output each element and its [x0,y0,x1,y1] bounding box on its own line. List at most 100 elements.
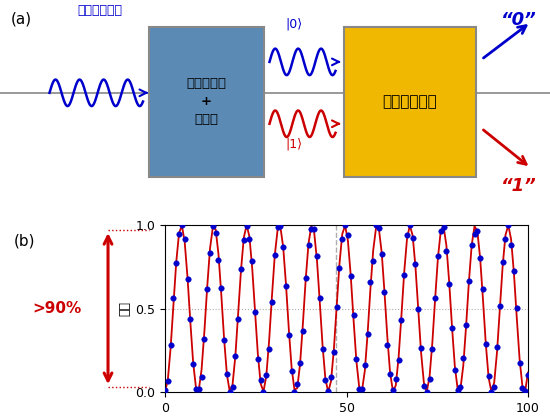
Point [436,228,445,234]
Point [256,377,265,384]
Point [507,242,515,249]
Text: 量子ビット
+
共振器: 量子ビット + 共振器 [186,77,226,126]
Point [290,388,299,395]
Point [172,259,180,266]
Point [476,255,485,261]
Point [279,244,288,251]
Point [340,222,349,229]
Point [329,348,338,355]
Point [487,389,496,395]
Point [200,335,209,342]
Point [439,224,448,231]
FancyBboxPatch shape [344,27,476,177]
Point [468,242,476,249]
Point [332,304,341,311]
Point [310,226,318,233]
Point [214,256,223,263]
Point [189,361,197,367]
Point [450,366,459,373]
Point [448,325,456,332]
Point [327,374,336,380]
Point [422,389,431,395]
Point [245,236,254,242]
Point [521,387,530,394]
Point [428,346,437,352]
Point [267,299,276,305]
Point [478,286,487,293]
Text: 入力シグナル: 入力シグナル [77,5,122,18]
Point [490,384,499,390]
Point [433,253,442,260]
Point [166,342,175,348]
Y-axis label: 確率: 確率 [118,301,131,316]
Point [239,237,248,244]
Point [366,279,375,286]
Point [386,371,394,377]
Point [392,376,400,383]
Point [276,223,285,229]
Point [197,374,206,381]
Text: >90%: >90% [33,301,82,316]
Point [388,386,397,393]
Point [335,265,344,272]
Point [417,345,426,352]
Point [208,223,217,229]
Point [515,359,524,366]
Point [498,259,507,266]
Point [338,236,346,242]
Point [372,222,381,229]
FancyBboxPatch shape [148,27,264,177]
Text: (a): (a) [11,11,32,26]
Point [183,276,192,283]
Point [496,302,504,309]
Point [461,322,470,329]
Point [465,277,474,284]
Point [251,309,260,315]
Point [304,242,313,249]
Point [473,228,482,235]
Point [271,251,279,258]
Text: “0”: “0” [500,11,536,29]
Point [211,230,220,236]
Point [307,226,316,232]
Point [287,367,296,374]
Point [425,375,434,382]
Point [254,355,262,362]
Point [293,380,301,387]
Point [169,294,178,301]
Point [226,389,234,395]
Point [234,316,243,322]
Point [524,371,532,378]
Point [206,249,214,256]
Point [318,346,327,352]
Point [358,386,366,392]
Point [513,305,521,311]
Point [442,248,451,255]
Point [375,225,383,231]
Point [161,387,169,393]
Point [481,341,490,348]
Point [369,258,378,264]
Point [459,354,468,361]
Text: |1⟩: |1⟩ [286,137,302,150]
Point [518,385,527,392]
Point [296,359,305,366]
Point [504,222,513,229]
Point [219,336,228,343]
Point [178,222,186,229]
Point [321,377,330,384]
Point [431,294,439,301]
Point [262,372,271,378]
Point [191,386,200,393]
Point [217,285,226,291]
Point [324,387,333,394]
Point [315,295,324,301]
Point [284,332,293,339]
Point [180,236,189,242]
Point [299,328,307,334]
Point [420,382,428,389]
Point [456,384,465,390]
Point [445,281,454,288]
Point [509,267,518,274]
Point [346,272,355,279]
